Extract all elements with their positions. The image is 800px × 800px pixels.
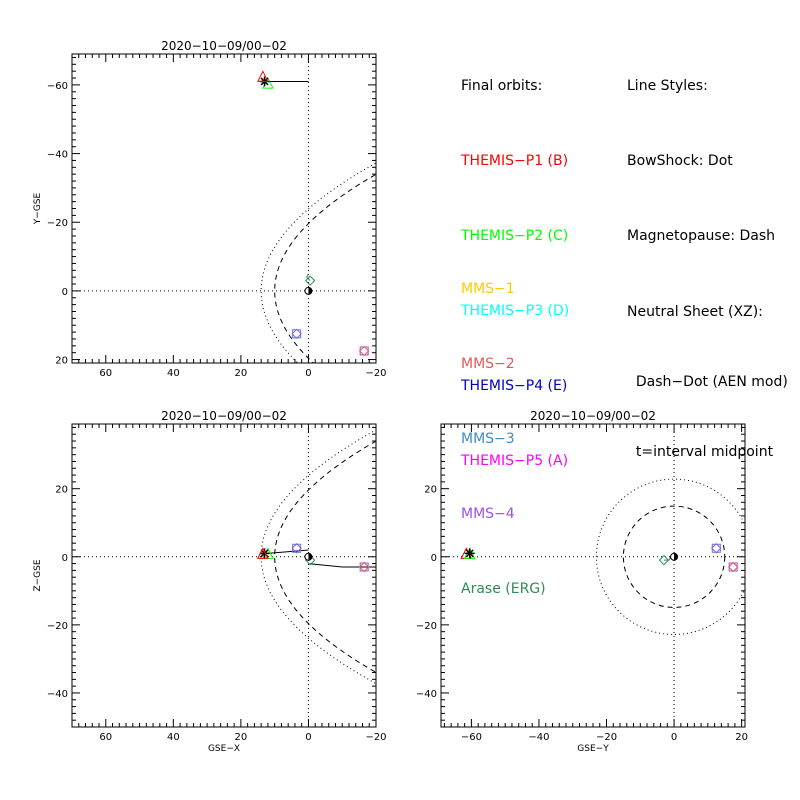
earth-nightside-icon: [674, 553, 678, 561]
x-tick-label: 60: [99, 368, 112, 379]
x-tick-label: 20: [235, 732, 248, 743]
plot-frame: [71, 53, 377, 364]
x-tick-label: 20: [735, 732, 748, 743]
legend-style-magnetopause: Magnetopause: Dash: [627, 228, 776, 244]
diamond-marker: [711, 543, 722, 554]
legend-orbits-title: Final orbits:: [461, 78, 543, 94]
y-tick-label: 0: [62, 287, 68, 298]
y-tick-label: 0: [431, 553, 437, 564]
arase-track: [306, 273, 311, 281]
y-axis-label: Y−GSE: [33, 192, 43, 225]
y-tick-label: −40: [47, 689, 68, 700]
orbit-track: [308, 563, 376, 568]
x-tick-label: −20: [596, 732, 617, 743]
y-tick-label: −40: [47, 150, 68, 161]
chart-title: 2020−10−09/00−02: [530, 409, 656, 423]
x-tick-label: 40: [167, 368, 180, 379]
x-tick-label: 0: [305, 732, 311, 743]
square-marker: [711, 543, 721, 553]
plot-frame: [71, 423, 377, 728]
y-tick-label: −20: [416, 621, 437, 632]
triangle-marker: [257, 70, 269, 82]
legend-themis-p4: THEMIS−P4 (E): [461, 378, 568, 394]
diamond-marker: [358, 345, 370, 357]
legend-styles-title: Line Styles:: [627, 78, 708, 94]
diamond-marker: [727, 561, 739, 573]
legend-style-bowshock: BowShock: Dot: [627, 153, 733, 169]
legend-style-interval: t=interval midpoint: [627, 444, 774, 460]
y-tick-label: −60: [47, 81, 68, 92]
y-tick-label: −40: [416, 689, 437, 700]
x-tick-label: −20: [365, 732, 386, 743]
orbit-track: [264, 549, 309, 554]
legend-themis-p1: THEMIS−P1 (B): [461, 153, 569, 169]
legend-arase: Arase (ERG): [461, 581, 546, 597]
x-tick-label: 0: [305, 368, 311, 379]
legend-mms-4: MMS−4: [461, 506, 515, 522]
x-tick-label: −60: [461, 732, 482, 743]
legend-line-styles: Line Styles: BowShock: Dot Magnetopause:…: [627, 24, 788, 487]
diamond-marker: [291, 543, 302, 554]
legend-style-neutral-sheet: Neutral Sheet (XZ):: [627, 304, 763, 320]
x-tick-label: −40: [528, 732, 549, 743]
x-tick-label: 40: [167, 732, 180, 743]
star-marker: [465, 549, 474, 558]
y-tick-label: −20: [47, 218, 68, 229]
y-tick-label: 20: [55, 485, 68, 496]
star-marker: [260, 549, 269, 558]
earth-nightside-icon: [308, 553, 312, 561]
plot-area: [257, 429, 376, 685]
y-tick-label: 20: [55, 356, 68, 367]
square-marker: [728, 562, 738, 572]
legend-themis-p3: THEMIS−P3 (D): [461, 303, 570, 319]
x-axis-label: GSE−X: [208, 744, 240, 754]
diamond-marker: [304, 275, 316, 286]
magnetopause-circle: [622, 505, 726, 608]
legend-final-orbits: Final orbits: THEMIS−P1 (B) THEMIS−P2 (C…: [461, 24, 569, 499]
x-tick-label: 60: [99, 732, 112, 743]
x-tick-label: 0: [671, 732, 677, 743]
legend-mms-1: MMS−1: [461, 281, 515, 297]
diamond-marker: [358, 561, 370, 573]
legend-mms: MMS−1 MMS−2 MMS−3 MMS−4 Arase (ERG): [461, 227, 546, 627]
diamond-marker: [658, 554, 670, 566]
legend-themis-p2: THEMIS−P2 (C): [461, 228, 569, 244]
diamond-marker: [291, 328, 302, 340]
x-axis-label: GSE−Y: [577, 744, 609, 754]
x-tick-label: −20: [365, 368, 386, 379]
y-axis-label: Z−GSE: [33, 559, 43, 591]
panel-xy: 2020−10−09/00−02 60 40 20 0 −20 −60 −40 −20 0 20 Y−…: [33, 39, 387, 379]
y-tick-label: −20: [47, 621, 68, 632]
chart-title: 2020−10−09/00−02: [161, 409, 287, 423]
plot-area: [257, 70, 376, 363]
legend-mms-2: MMS−2: [461, 356, 515, 372]
square-marker: [292, 329, 302, 339]
square-marker: [359, 346, 369, 356]
triangle-marker: [257, 547, 269, 559]
y-tick-label: 0: [62, 553, 68, 564]
x-tick-label: 20: [235, 368, 248, 379]
legend-mms-3: MMS−3: [461, 431, 515, 447]
panel-yz: 2020−10−09/00−02 −60 −40 −20 0 20 −40 −20 0 20 GSE…: [416, 409, 748, 754]
plot-area: [460, 478, 745, 635]
earth-nightside-icon: [308, 287, 312, 295]
y-tick-label: 20: [424, 485, 437, 496]
legend-themis-p5: THEMIS−P5 (A): [461, 453, 569, 469]
chart-title: 2020−10−09/00−02: [161, 39, 287, 53]
legend-style-dash-dot: Dash−Dot (AEN mod): [627, 374, 788, 390]
